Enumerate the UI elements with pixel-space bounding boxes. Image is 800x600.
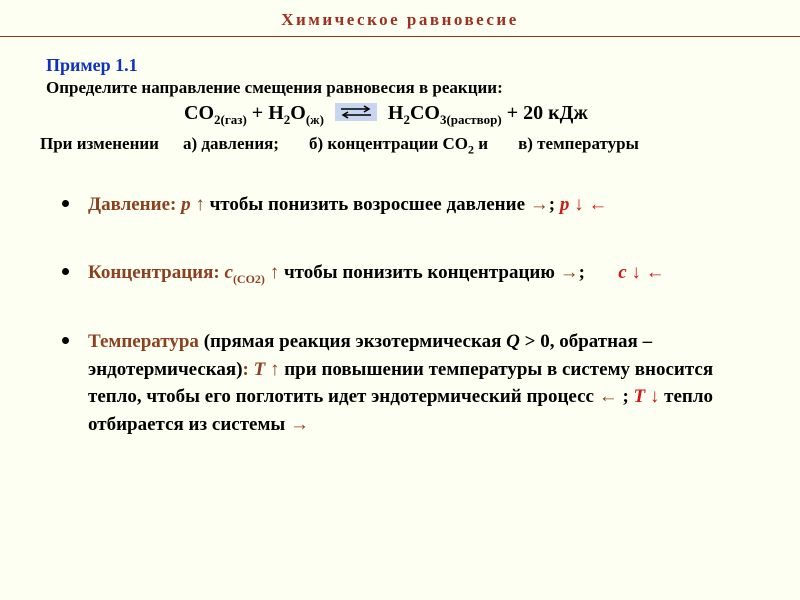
- conditions-line: При изменении а) давления; б) концентрации…: [40, 134, 762, 157]
- product-co: CO: [410, 102, 440, 124]
- conc-var-sub: (СО2): [233, 272, 265, 286]
- plus-1: + H: [247, 102, 284, 124]
- pressure-var: р: [181, 194, 191, 215]
- temp-q: Q: [506, 331, 520, 352]
- conc-label: Концентрация:: [88, 262, 225, 283]
- pressure-up: ↑: [191, 194, 210, 215]
- pressure-semi: ;: [549, 194, 560, 215]
- task-text: Определите направление смещения равновес…: [46, 78, 762, 98]
- conc-text: чтобы понизить концентрацию: [284, 262, 560, 283]
- slide: Химическое равновесие Пример 1.1 Определ…: [0, 0, 800, 600]
- bullet-dot-icon: [62, 268, 69, 275]
- title-bar: Химическое равновесие: [0, 0, 800, 36]
- reactant-co2: CO: [184, 102, 214, 124]
- bullet-dot-icon: [62, 200, 69, 207]
- reactant-co2-sub: 2(газ): [214, 112, 247, 127]
- cond-b-post: и: [474, 134, 488, 153]
- pressure-label: Давление:: [88, 194, 181, 215]
- conc-note-var: с: [618, 262, 626, 283]
- cond-b-pre: б) концентрации СО: [309, 134, 468, 153]
- bullet-dot-icon: [62, 337, 69, 344]
- product-h: H: [388, 102, 404, 124]
- pressure-fwd: →: [530, 194, 549, 215]
- h2o-sub2: (ж): [306, 112, 324, 127]
- bullet-temperature: Температура (прямая реакция экзотермичес…: [46, 328, 762, 438]
- pressure-note-var: р: [560, 194, 570, 215]
- h2o-o: O: [290, 102, 306, 124]
- temp-paren: (прямая реакция экзотермическая: [204, 331, 506, 352]
- content: Пример 1.1 Определите направление смещен…: [0, 37, 800, 438]
- conc-var: с: [225, 262, 233, 283]
- conc-fwd: →: [560, 262, 579, 283]
- bullet-concentration: Концентрация: с(СО2) ↑ чтобы понизить ко…: [46, 259, 762, 288]
- temp-up: ↑: [265, 359, 284, 380]
- bullet-pressure: Давление: р ↑ чтобы понизить возросшее д…: [46, 191, 762, 219]
- page-title: Химическое равновесие: [281, 10, 519, 29]
- temp-t2: T: [634, 386, 646, 407]
- temp-label: Температура: [88, 331, 204, 352]
- temp-t1: T: [254, 359, 266, 380]
- conc-semi: ;: [579, 262, 585, 283]
- conc-up: ↑: [265, 262, 284, 283]
- temp-back: ←: [599, 386, 618, 407]
- conc-note: ↓ ←: [627, 262, 665, 283]
- temp-fwd: →: [290, 414, 309, 435]
- cond-lead: При изменении: [40, 134, 159, 153]
- cond-c: в) температуры: [518, 134, 639, 153]
- equation-tail: + 20 кДж: [502, 102, 588, 124]
- product-sub2: 3(раствор): [440, 112, 502, 127]
- bullet-list: Давление: р ↑ чтобы понизить возросшее д…: [46, 191, 762, 438]
- example-label: Пример 1.1: [46, 55, 762, 76]
- pressure-note: ↓ ←: [569, 194, 607, 215]
- cond-a: а) давления;: [183, 134, 279, 153]
- temp-semi: ;: [618, 386, 634, 407]
- temp-colon: :: [243, 359, 254, 380]
- equilibrium-arrow-icon: [335, 103, 377, 121]
- reaction-equation: CO2(газ) + H2O(ж) H2CO3(раствор) + 20 кД…: [184, 102, 762, 128]
- temp-down: ↓: [645, 386, 664, 407]
- pressure-text: чтобы понизить возросшее давление: [210, 194, 530, 215]
